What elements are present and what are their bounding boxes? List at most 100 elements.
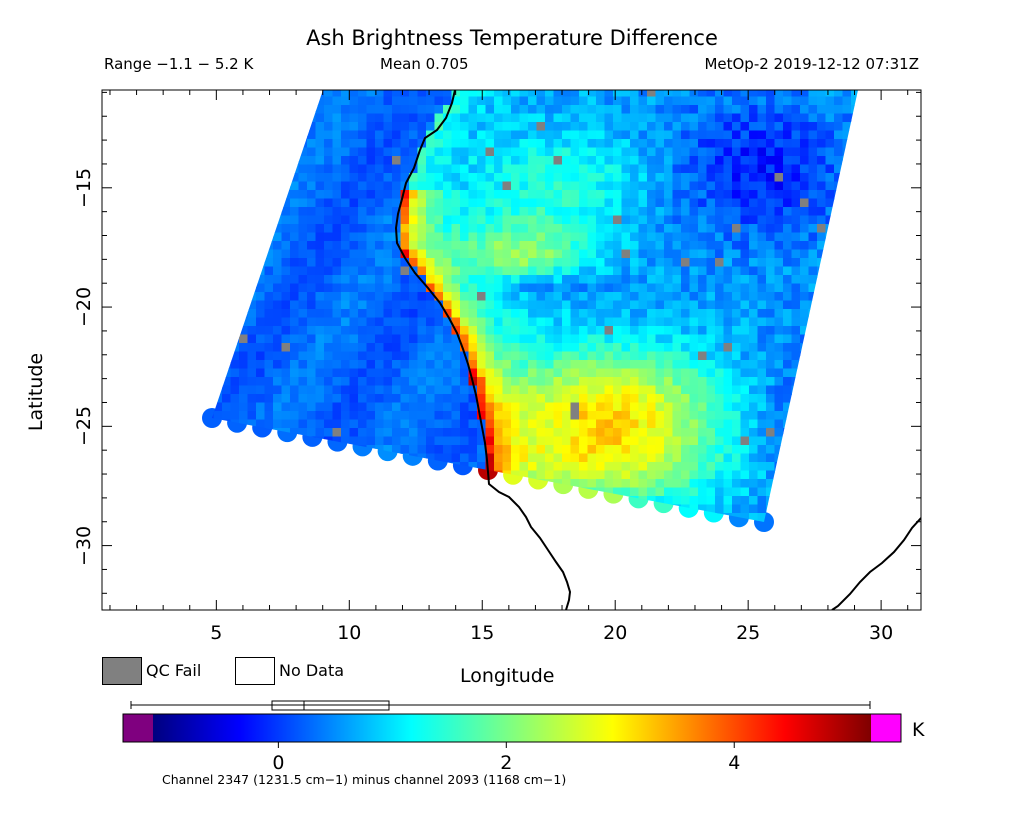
swath-pixel [307,377,317,387]
swath-pixel [468,190,478,200]
swath-pixel [766,360,776,370]
swath-pixel [579,96,589,106]
swath-pixel [562,513,572,522]
swath-pixel [443,479,453,489]
swath-pixel [774,215,784,225]
swath-pixel [579,105,589,115]
swath-pixel [281,122,291,132]
swath-pixel [834,241,844,251]
swath-pixel [732,292,742,302]
swath-pixel [451,368,461,378]
swath-pixel [443,283,453,293]
swath-pixel [860,292,869,301]
swath-pixel [817,96,827,106]
swath-pixel [307,181,317,191]
swath-pixel [230,190,240,200]
swath-pixel [511,232,521,242]
swath-pixel [315,139,325,149]
swath-pixel [825,198,835,208]
swath-pixel [808,504,818,514]
swath-pixel [817,232,827,242]
swath-pixel [613,105,623,115]
swath-pixel [332,113,342,123]
swath-pixel [655,215,665,225]
swath-pixel [213,283,223,293]
swath-pixel [256,360,266,370]
swath-pixel [723,258,733,268]
swath-pixel [212,113,215,123]
swath-pixel [434,190,444,200]
swath-pixel [212,139,215,149]
swath-pixel [596,419,606,429]
swath-pixel [383,377,393,387]
swath-pixel [596,232,606,242]
swath-pixel [358,368,368,378]
swath-pixel [698,173,708,183]
swath-pixel [392,504,402,514]
swath-pixel [647,419,657,429]
swath-pixel [222,351,232,361]
swath-pixel [324,453,334,463]
swath-pixel [545,343,555,353]
swath-pixel [494,232,504,242]
swath-pixel [553,90,563,98]
swath-pixel [426,445,436,455]
swath-pixel [536,436,546,446]
swath-pixel [349,368,359,378]
swath-pixel [434,249,444,259]
swath-pixel [494,385,504,395]
swath-pixel [212,479,215,489]
swath-pixel [723,487,733,497]
swath-pixel [341,309,351,319]
swath-pixel [766,470,776,480]
swath-pixel [494,215,504,225]
swath-pixel [740,258,750,268]
swath-pixel [851,105,858,115]
swath-pixel [621,462,631,472]
swath-pixel [417,309,427,319]
swath-pixel [460,377,470,387]
swath-pixel [212,470,215,480]
swath-pixel [817,309,827,319]
x-tick-label: 20 [603,622,628,644]
swath-pixel [383,292,393,302]
swath-pixel [434,453,444,463]
swath-pixel [860,190,869,199]
swath-pixel [732,334,742,344]
swath-pixel [834,164,844,174]
swath-pixel [757,411,767,421]
swath-pixel [281,292,291,302]
swath-pixel [808,96,818,106]
swath-pixel [451,258,461,268]
swath-pixel [375,521,385,522]
swath-pixel [273,90,283,98]
swath-pixel [324,147,334,157]
swath-pixel [732,266,742,276]
swath-pixel [213,147,223,157]
swath-pixel [740,147,750,157]
swath-pixel [553,275,563,285]
swath-pixel [570,198,580,208]
swath-pixel [264,360,274,370]
swath-pixel [247,487,257,497]
swath-pixel [715,190,725,200]
swath-pixel [502,343,512,353]
swath-pixel [664,521,674,522]
swath-pixel [417,224,427,234]
swath-pixel [689,130,699,140]
swath-pixel [689,275,699,285]
swath-pixel [375,164,385,174]
swath-pixel [417,360,427,370]
swath-pixel [723,96,733,106]
swath-pixel [494,436,504,446]
swath-pixel [783,198,793,208]
swath-pixel [264,521,274,522]
swath-pixel [834,479,844,489]
swath-pixel [706,343,716,353]
swath-pixel [596,513,606,522]
swath-pixel [375,487,385,497]
swath-pixel [222,249,232,259]
swath-pixel [630,207,640,217]
swath-pixel [817,368,827,378]
swath-pixel [392,496,402,506]
